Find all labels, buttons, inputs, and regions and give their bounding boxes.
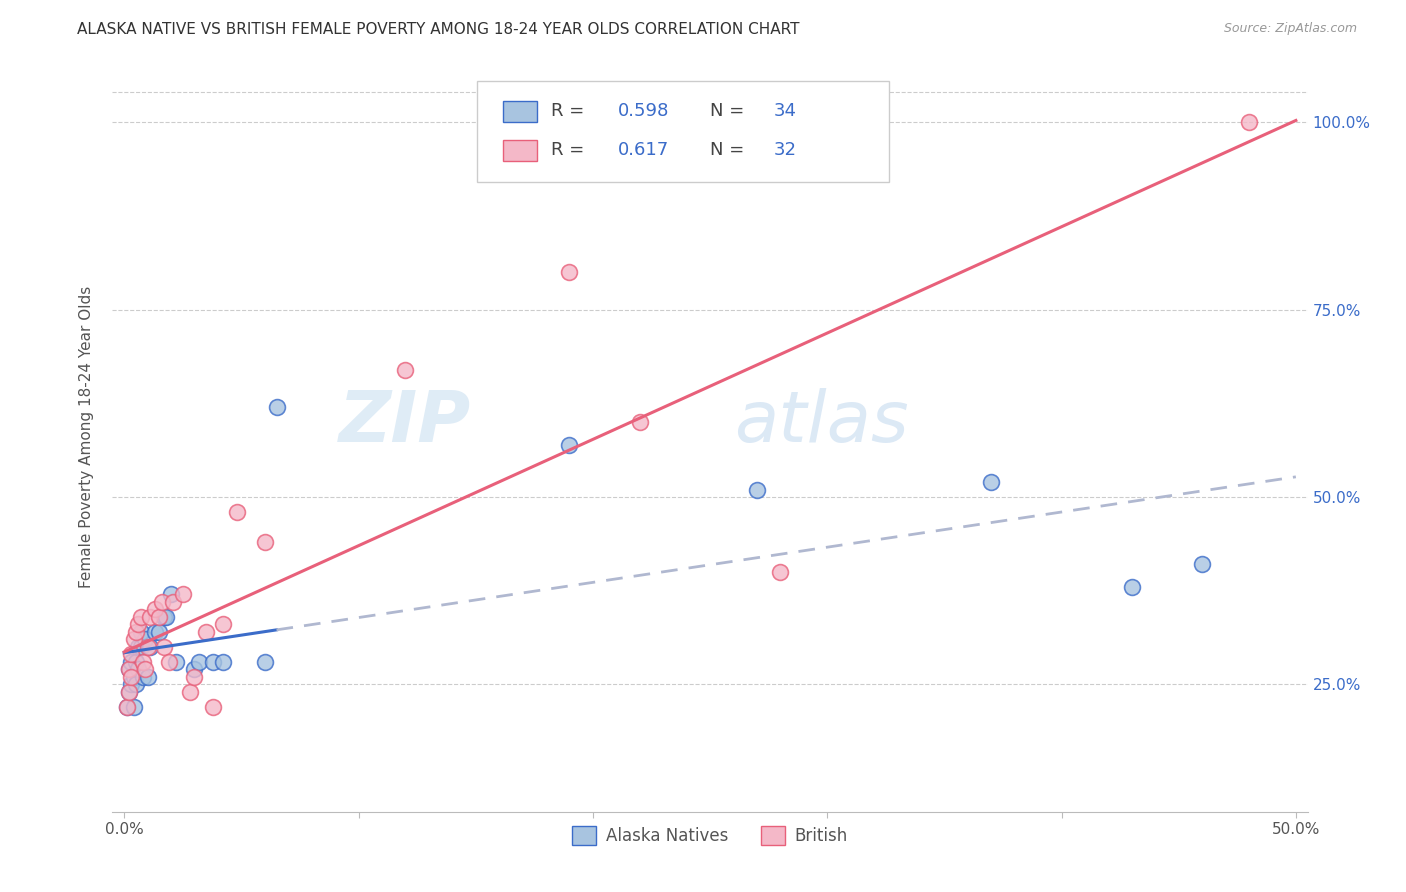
Point — [558, 265, 581, 279]
Point — [211, 617, 233, 632]
Point — [1191, 558, 1213, 572]
Point — [122, 632, 145, 647]
Y-axis label: Female Poverty Among 18-24 Year Olds: Female Poverty Among 18-24 Year Olds — [79, 286, 94, 588]
Point — [148, 610, 170, 624]
Point — [125, 655, 148, 669]
Point — [558, 437, 581, 451]
Point — [127, 617, 149, 632]
Point — [143, 624, 166, 639]
Point — [132, 655, 155, 669]
Point — [225, 505, 247, 519]
Point — [122, 670, 145, 684]
Point — [1121, 580, 1143, 594]
Text: ALASKA NATIVE VS BRITISH FEMALE POVERTY AMONG 18-24 YEAR OLDS CORRELATION CHART: ALASKA NATIVE VS BRITISH FEMALE POVERTY … — [77, 22, 800, 37]
Point — [1237, 115, 1260, 129]
Text: R =: R = — [551, 141, 591, 159]
Point — [125, 624, 148, 639]
Point — [162, 595, 184, 609]
Point — [134, 662, 156, 676]
Point — [769, 565, 792, 579]
Point — [139, 610, 162, 624]
Point — [157, 655, 180, 669]
Point — [132, 670, 155, 684]
Point — [394, 362, 416, 376]
Point — [155, 610, 177, 624]
Point — [127, 662, 149, 676]
Point — [253, 655, 276, 669]
Point — [202, 655, 225, 669]
Point — [183, 670, 205, 684]
Point — [115, 699, 138, 714]
Point — [118, 685, 141, 699]
Point — [118, 662, 141, 676]
Bar — [503, 140, 537, 161]
Point — [188, 655, 211, 669]
Point — [172, 587, 194, 601]
Point — [195, 624, 218, 639]
Point — [153, 610, 176, 624]
Point — [127, 640, 149, 654]
Point — [160, 587, 183, 601]
Text: 32: 32 — [773, 141, 796, 159]
Point — [745, 483, 768, 497]
Point — [153, 640, 176, 654]
Text: atlas: atlas — [734, 388, 908, 457]
Text: Source: ZipAtlas.com: Source: ZipAtlas.com — [1223, 22, 1357, 36]
Legend: Alaska Natives, British: Alaska Natives, British — [565, 820, 855, 852]
Text: 0.617: 0.617 — [619, 141, 669, 159]
Point — [139, 640, 162, 654]
Point — [628, 415, 651, 429]
Point — [129, 610, 152, 624]
Point — [150, 595, 173, 609]
Point — [125, 677, 148, 691]
Point — [211, 655, 233, 669]
Text: ZIP: ZIP — [339, 388, 471, 457]
Text: N =: N = — [710, 103, 749, 120]
Point — [165, 655, 187, 669]
Text: 0.598: 0.598 — [619, 103, 669, 120]
Point — [134, 632, 156, 647]
Point — [136, 670, 159, 684]
Point — [120, 648, 142, 662]
Point — [120, 677, 142, 691]
Point — [122, 699, 145, 714]
Point — [120, 655, 142, 669]
Text: R =: R = — [551, 103, 591, 120]
Point — [120, 670, 142, 684]
Point — [136, 640, 159, 654]
Point — [115, 699, 138, 714]
Point — [148, 624, 170, 639]
Text: N =: N = — [710, 141, 749, 159]
Point — [253, 535, 276, 549]
Point — [202, 699, 225, 714]
Point — [183, 662, 205, 676]
Point — [266, 400, 288, 414]
Point — [179, 685, 201, 699]
FancyBboxPatch shape — [477, 81, 890, 182]
Point — [980, 475, 1002, 489]
Text: 34: 34 — [773, 103, 796, 120]
Point — [129, 640, 152, 654]
Bar — [503, 101, 537, 121]
Point — [118, 662, 141, 676]
Point — [143, 602, 166, 616]
Point — [118, 685, 141, 699]
Point — [129, 624, 152, 639]
